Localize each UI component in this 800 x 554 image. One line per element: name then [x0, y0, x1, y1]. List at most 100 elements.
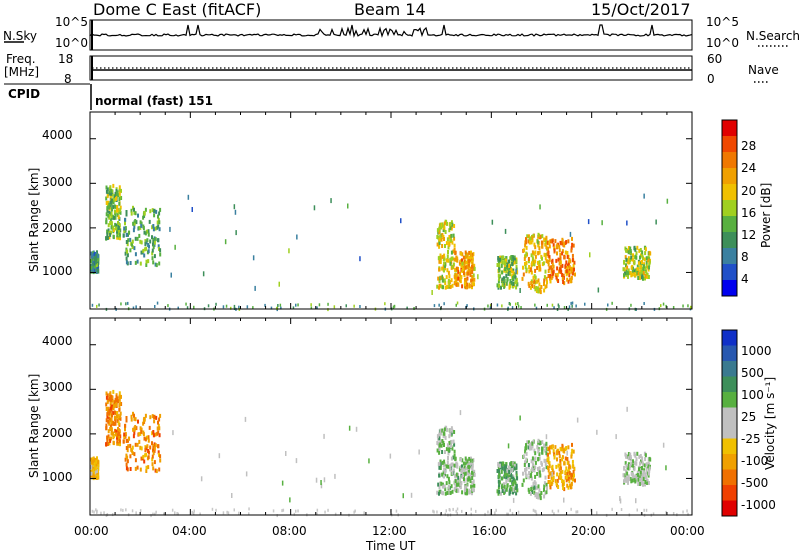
velocity-cell	[109, 403, 112, 408]
power-cell	[568, 273, 571, 278]
power-cell	[109, 204, 112, 209]
velocity-cell	[646, 478, 649, 483]
velocity-cell	[442, 434, 445, 439]
velocity-cell	[564, 447, 567, 451]
velocity-cell	[533, 480, 536, 485]
power-cell	[107, 223, 110, 228]
power-cell	[442, 257, 445, 261]
time-tick-0800: 08:00	[272, 524, 307, 538]
velocity-cell	[139, 467, 142, 472]
velocity-cell	[464, 456, 467, 461]
velocity-cell	[158, 452, 160, 457]
velocity-cell	[529, 474, 532, 478]
velocity-cell	[94, 469, 97, 474]
power-cell	[560, 241, 563, 246]
power-ground-cell	[225, 304, 228, 308]
power-cb-tick-8: 8	[741, 250, 749, 264]
velocity-cell	[459, 477, 461, 482]
power-cell	[503, 258, 506, 263]
power-cell	[639, 271, 642, 276]
power-cell	[472, 252, 475, 257]
velocity-cell	[554, 445, 557, 450]
velocity-echo	[368, 458, 370, 464]
power-cell	[539, 267, 542, 272]
velocity-cell	[631, 478, 634, 483]
power-cell	[462, 255, 465, 260]
power-cell	[125, 260, 128, 265]
power-cell	[634, 254, 637, 259]
power-cell	[630, 273, 633, 278]
velocity-cell	[565, 475, 568, 480]
velocity-cell	[509, 478, 512, 483]
velocity-ground-cell	[475, 509, 477, 513]
velocity-cell	[114, 397, 117, 402]
velocity-cell	[446, 460, 449, 465]
velocity-colorbar-segment	[722, 485, 737, 501]
power-cell	[627, 250, 630, 255]
velocity-cell	[548, 464, 551, 469]
velocity-cell	[544, 462, 547, 466]
power-cell	[455, 273, 458, 278]
power-cell	[636, 245, 639, 250]
velocity-cell	[441, 428, 444, 433]
power-cell	[139, 261, 142, 266]
power-ground-cell	[98, 303, 100, 307]
power-colorbar-segment	[722, 168, 737, 185]
velocity-cell	[133, 416, 136, 421]
power-cell	[471, 255, 474, 260]
power-ground-cell	[125, 302, 127, 306]
power-cell	[153, 242, 156, 247]
power-cell	[95, 253, 98, 258]
power-cell	[107, 213, 110, 218]
velocity-cell	[546, 486, 548, 491]
velocity-cell	[497, 462, 500, 466]
velocity-cell	[106, 393, 109, 398]
velocity-cell	[452, 468, 455, 473]
velocity-cell	[154, 468, 157, 473]
velocity-cell	[116, 433, 119, 438]
power-cell	[510, 258, 513, 263]
nsky-panel	[4, 19, 790, 51]
power-echo	[515, 269, 517, 275]
velocity-cell	[525, 451, 528, 456]
power-cell	[640, 253, 642, 258]
velocity-cell	[464, 461, 467, 466]
velocity-cell	[133, 413, 135, 418]
velocity-cell	[105, 407, 108, 411]
power-cell	[97, 257, 100, 262]
velocity-cell	[558, 450, 561, 455]
velocity-cell	[108, 417, 111, 421]
velocity-cell	[549, 445, 552, 450]
power-cell	[452, 233, 455, 238]
velocity-cell	[639, 461, 641, 466]
power-cell	[153, 208, 156, 213]
power-ground-cell	[393, 304, 396, 308]
power-cell	[537, 232, 540, 237]
velocity-cell	[109, 427, 112, 431]
velocity-cell	[627, 477, 630, 482]
velocity-cell	[129, 467, 132, 471]
velocity-ground-cell	[327, 508, 329, 512]
velocity-cell	[471, 463, 474, 468]
velocity-cell	[473, 488, 475, 493]
power-cell	[564, 250, 567, 255]
velocity-cell	[447, 448, 450, 453]
velocity-cell	[440, 443, 443, 448]
velocity-cell	[134, 417, 137, 422]
power-ground-cell	[96, 304, 98, 308]
power-cell	[508, 268, 511, 273]
power-cell	[464, 285, 467, 290]
power-cell	[471, 277, 474, 282]
power-cell	[90, 258, 93, 263]
power-cell	[112, 183, 115, 188]
velocity-cell	[113, 421, 115, 426]
power-cell	[145, 240, 148, 245]
power-cell	[443, 261, 446, 266]
power-cell	[539, 287, 542, 292]
velocity-cell	[469, 477, 472, 482]
velocity-cell	[471, 470, 473, 475]
power-echo	[587, 219, 590, 225]
velocity-cell	[127, 438, 129, 443]
power-cell	[105, 220, 108, 225]
velocity-cell	[436, 448, 439, 453]
